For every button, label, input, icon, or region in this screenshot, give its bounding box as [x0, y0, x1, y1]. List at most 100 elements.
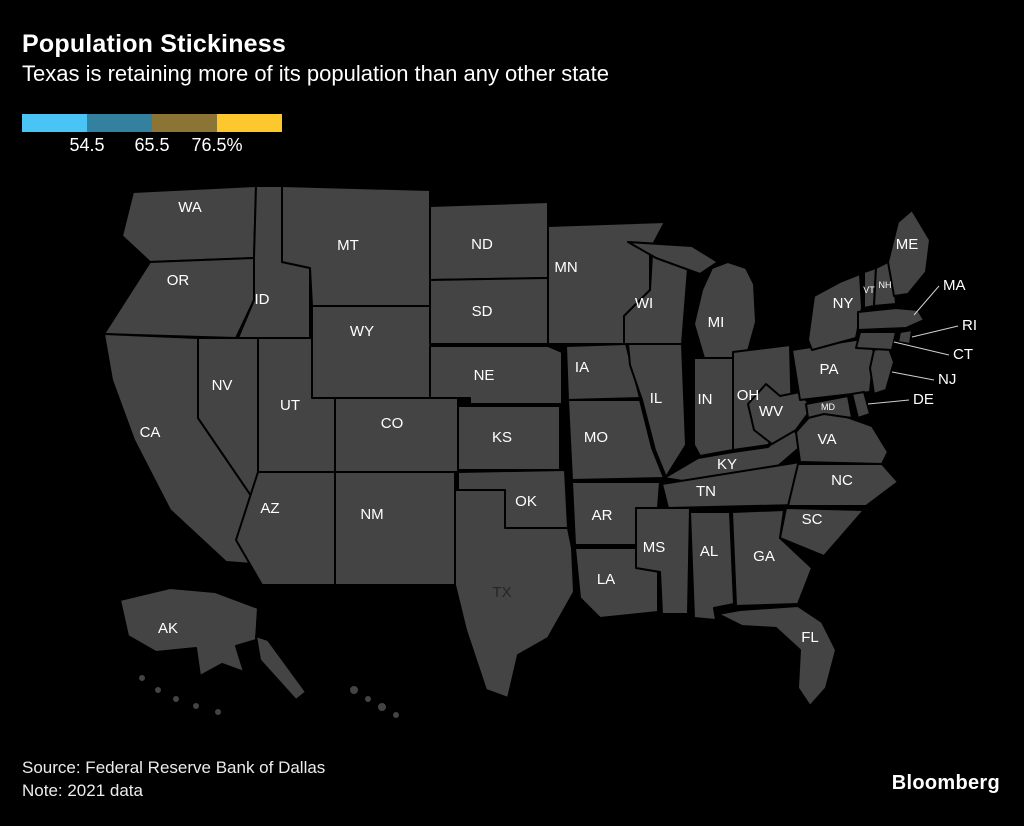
state-tx — [454, 489, 575, 699]
state-label-ri: RI — [962, 317, 977, 334]
state-va — [795, 411, 889, 465]
state-label-ne: NE — [474, 367, 495, 384]
state-label-ok: OK — [515, 493, 537, 510]
state-ny — [807, 273, 863, 351]
state-label-ca: CA — [140, 424, 161, 441]
state-label-me: ME — [896, 236, 919, 253]
state-label-fl: FL — [801, 629, 819, 646]
state-de — [851, 391, 871, 419]
state-az — [235, 471, 336, 586]
state-label-ar: AR — [592, 507, 613, 524]
leader-line-ma — [913, 285, 940, 316]
state-md — [805, 395, 853, 419]
legend: 54.5 65.5 76.5% — [22, 114, 322, 159]
state-label-nd: ND — [471, 236, 493, 253]
state-label-ak: AK — [158, 620, 178, 637]
state-label-la: LA — [597, 571, 615, 588]
state-label-ia: IA — [575, 359, 589, 376]
island — [213, 707, 223, 717]
state-label-mi: MI — [708, 314, 725, 331]
state-label-al: AL — [700, 543, 718, 560]
note-line: Note: 2021 data — [22, 781, 143, 800]
state-label-tx: TX — [492, 584, 511, 601]
island — [363, 694, 373, 704]
state-ri — [897, 329, 913, 345]
state-label-ks: KS — [492, 429, 512, 446]
leader-line-ct — [893, 341, 950, 356]
state-label-oh: OH — [737, 387, 760, 404]
hawaii-islands — [348, 684, 401, 720]
state-label-sc: SC — [802, 511, 823, 528]
state-in — [693, 357, 734, 457]
state-label-nv: NV — [212, 377, 233, 394]
state-nj — [869, 345, 895, 395]
state-ia — [565, 343, 641, 401]
chart-subtitle: Texas is retaining more of its populatio… — [22, 61, 610, 86]
state-ma — [857, 307, 925, 331]
state-wa — [121, 185, 257, 263]
state-fl — [717, 605, 837, 707]
state-co — [334, 397, 459, 473]
state-label-wa: WA — [178, 199, 202, 216]
state-label-ms: MS — [643, 539, 666, 556]
state-ne — [429, 345, 563, 405]
island — [171, 694, 181, 704]
state-label-or: OR — [167, 272, 190, 289]
legend-swatch-low — [87, 114, 152, 132]
state-label-md: MD — [821, 402, 835, 412]
state-il — [627, 343, 687, 478]
state-ct — [855, 331, 897, 351]
state-label-de: DE — [913, 391, 934, 408]
state-label-ny: NY — [833, 295, 854, 312]
legend-swatch-highest — [217, 114, 282, 132]
state-label-nj: NJ — [938, 371, 956, 388]
chart-title: Population Stickiness — [22, 30, 286, 58]
state-sc — [779, 507, 865, 557]
state-mi-upper-peninsula — [627, 241, 719, 275]
state-label-nc: NC — [831, 472, 853, 489]
state-label-ma: MA — [943, 277, 966, 294]
state-label-wi: WI — [635, 295, 653, 312]
state-label-vt: VT — [863, 285, 875, 295]
alaska-islands — [137, 673, 223, 717]
leader-line-ri — [911, 325, 959, 338]
island — [137, 673, 147, 683]
legend-swatch-high — [152, 114, 217, 132]
state-label-il: IL — [650, 390, 663, 407]
state-label-ky: KY — [717, 456, 737, 473]
legend-color-bar — [22, 114, 282, 132]
source-note: Source: Federal Reserve Bank of Dallas N… — [22, 756, 325, 802]
state-ga — [731, 509, 813, 607]
legend-tick-1: 65.5 — [134, 135, 170, 155]
state-label-in: IN — [698, 391, 713, 408]
legend-tick-2: 76.5% — [191, 135, 243, 155]
state-label-id: ID — [255, 291, 270, 308]
bloomberg-logo: Bloomberg — [891, 772, 1000, 794]
state-mo — [567, 399, 665, 481]
state-label-az: AZ — [260, 500, 279, 517]
island — [391, 710, 401, 720]
state-label-ct: CT — [953, 346, 973, 363]
leader-line-nj — [891, 371, 935, 381]
state-al — [689, 511, 735, 621]
state-label-ut: UT — [280, 397, 300, 414]
legend-swatch-lowest — [22, 114, 87, 132]
state-label-nm: NM — [360, 506, 383, 523]
state-label-va: VA — [818, 431, 837, 448]
state-label-pa: PA — [820, 361, 839, 378]
state-label-sd: SD — [472, 303, 493, 320]
state-label-wy: WY — [350, 323, 374, 340]
legend-tick-0: 54.5 — [69, 135, 105, 155]
state-label-tn: TN — [696, 483, 716, 500]
state-or — [103, 257, 255, 339]
legend-ticks: 54.5 65.5 76.5% — [22, 135, 322, 159]
island — [191, 701, 201, 711]
state-me — [887, 209, 931, 297]
state-label-co: CO — [381, 415, 404, 432]
state-label-mn: MN — [554, 259, 577, 276]
island — [348, 684, 360, 696]
state-label-wv: WV — [759, 403, 783, 420]
state-label-mo: MO — [584, 429, 608, 446]
